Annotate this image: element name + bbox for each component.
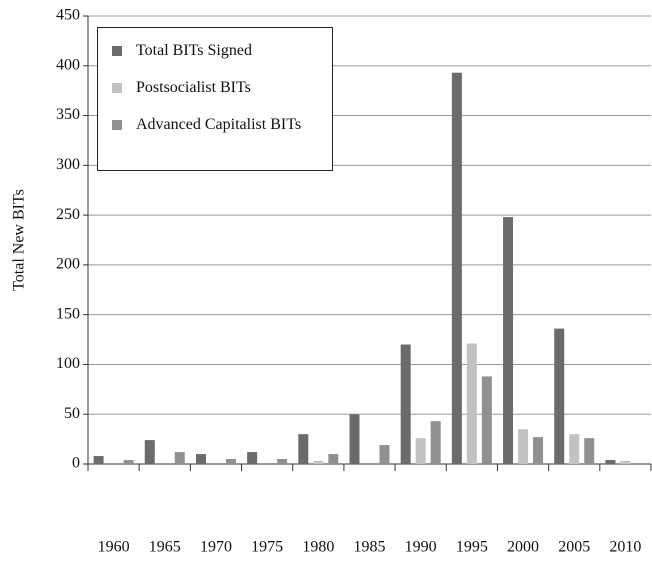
bar <box>247 452 258 464</box>
bar <box>144 440 155 464</box>
legend-entry: Postsocialist BITs <box>112 77 322 99</box>
bar <box>605 460 616 464</box>
bar <box>277 459 288 464</box>
legend-label: Total BITs Signed <box>136 42 252 59</box>
x-tick-label: 1985 <box>354 539 386 556</box>
bar <box>123 460 134 464</box>
y-axis-label: Total New BITs <box>11 189 28 291</box>
bar <box>569 434 580 464</box>
legend-swatch <box>112 83 122 93</box>
bar <box>379 445 390 464</box>
y-tick-label: 200 <box>56 256 80 273</box>
x-tick-label: 1965 <box>149 539 181 556</box>
bar <box>349 414 360 464</box>
x-tick-label: 2005 <box>558 539 590 556</box>
bar <box>481 376 492 464</box>
bar <box>195 454 206 464</box>
bar <box>415 438 426 464</box>
legend-entry: Advanced Capitalist BITs <box>112 114 322 136</box>
bar <box>533 437 544 464</box>
x-tick-label: 2010 <box>609 539 641 556</box>
legend-swatch <box>112 46 122 56</box>
x-tick-label: 1990 <box>405 539 437 556</box>
bar <box>298 434 309 464</box>
x-tick-label: 2000 <box>507 539 539 556</box>
bar <box>174 452 185 464</box>
y-tick-label: 50 <box>64 405 80 422</box>
x-tick-label: 1975 <box>251 539 283 556</box>
y-tick-label: 0 <box>72 455 80 472</box>
legend-label: Advanced Capitalist BITs <box>136 116 302 133</box>
bar <box>225 459 236 464</box>
bar <box>400 344 411 464</box>
bar <box>620 461 631 464</box>
bar <box>466 343 477 464</box>
bar <box>584 438 595 464</box>
y-tick-label: 150 <box>56 305 80 322</box>
x-tick-label: 1995 <box>456 539 488 556</box>
x-tick-label: 1980 <box>302 539 334 556</box>
bar <box>430 421 441 464</box>
bar <box>503 217 514 464</box>
y-tick-label: 300 <box>56 156 80 173</box>
bar <box>313 461 324 464</box>
y-tick-label: 350 <box>56 106 80 123</box>
legend-swatch <box>112 120 122 130</box>
x-tick-label: 1970 <box>200 539 232 556</box>
bar <box>518 429 529 464</box>
bar <box>93 456 104 464</box>
legend: Total BITs Signed Postsocialist BITs Advan… <box>97 27 333 171</box>
legend-entry: Total BITs Signed <box>112 40 322 62</box>
y-tick-label: 100 <box>56 355 80 372</box>
legend-label: Postsocialist BITs <box>136 79 251 96</box>
bar <box>328 454 339 464</box>
y-tick-label: 250 <box>56 206 80 223</box>
bar <box>554 328 565 464</box>
y-tick-label: 400 <box>56 56 80 73</box>
bar <box>451 72 462 464</box>
x-tick-label: 1960 <box>98 539 130 556</box>
y-tick-label: 450 <box>56 7 80 24</box>
